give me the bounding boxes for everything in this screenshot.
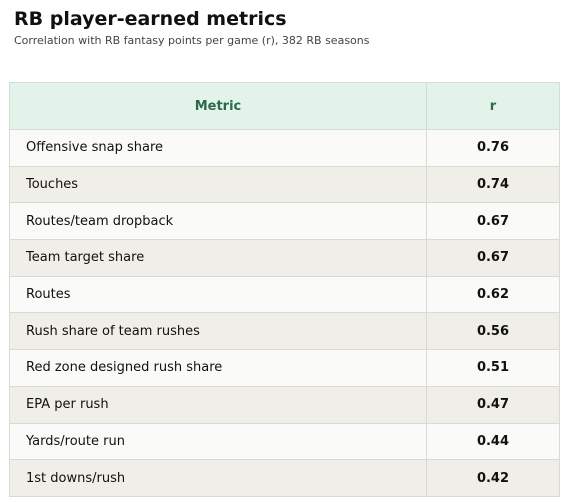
table-header: Metric r <box>9 82 560 130</box>
table-row: Yards/route run 0.44 <box>9 422 560 461</box>
table-row: Rush share of team rushes 0.56 <box>9 312 560 351</box>
r-cell: 0.51 <box>426 349 560 387</box>
r-cell: 0.62 <box>426 275 560 314</box>
r-cell: 0.44 <box>426 422 560 461</box>
metric-cell: EPA per rush <box>9 385 427 424</box>
metric-cell: Offensive snap share <box>9 129 427 167</box>
metric-cell: Rush share of team rushes <box>9 312 427 351</box>
subtitle: Correlation with RB fantasy points per g… <box>14 34 370 47</box>
table-row: 1st downs/rush 0.42 <box>9 459 560 497</box>
table-row: EPA per rush 0.47 <box>9 385 560 424</box>
metric-cell: Team target share <box>9 239 427 277</box>
table-row: Red zone designed rush share 0.51 <box>9 349 560 387</box>
r-cell: 0.76 <box>426 129 560 167</box>
metrics-table: Metric r Offensive snap share 0.76 Touches… <box>9 82 560 497</box>
table-row: Routes/team dropback 0.67 <box>9 202 560 241</box>
column-header: Metric <box>9 82 427 130</box>
metric-cell: Routes <box>9 275 427 314</box>
title: RB player-earned metrics <box>14 8 287 30</box>
metric-cell: Touches <box>9 165 427 204</box>
table-body: Offensive snap share 0.76 Touches 0.74 Route… <box>9 129 560 497</box>
header-row: Metric r <box>9 82 560 130</box>
table-row: Routes 0.62 <box>9 275 560 314</box>
metric-cell: 1st downs/rush <box>9 459 427 497</box>
metric-cell: Red zone designed rush share <box>9 349 427 387</box>
table-row: Offensive snap share 0.76 <box>9 129 560 167</box>
r-cell: 0.42 <box>426 459 560 497</box>
r-cell: 0.74 <box>426 165 560 204</box>
r-cell: 0.67 <box>426 202 560 241</box>
r-cell: 0.56 <box>426 312 560 351</box>
table-row: Touches 0.74 <box>9 165 560 204</box>
metric-cell: Routes/team dropback <box>9 202 427 241</box>
r-cell: 0.67 <box>426 239 560 277</box>
r-cell: 0.47 <box>426 385 560 424</box>
column-header: r <box>426 82 560 130</box>
metric-cell: Yards/route run <box>9 422 427 461</box>
table-row: Team target share 0.67 <box>9 239 560 277</box>
